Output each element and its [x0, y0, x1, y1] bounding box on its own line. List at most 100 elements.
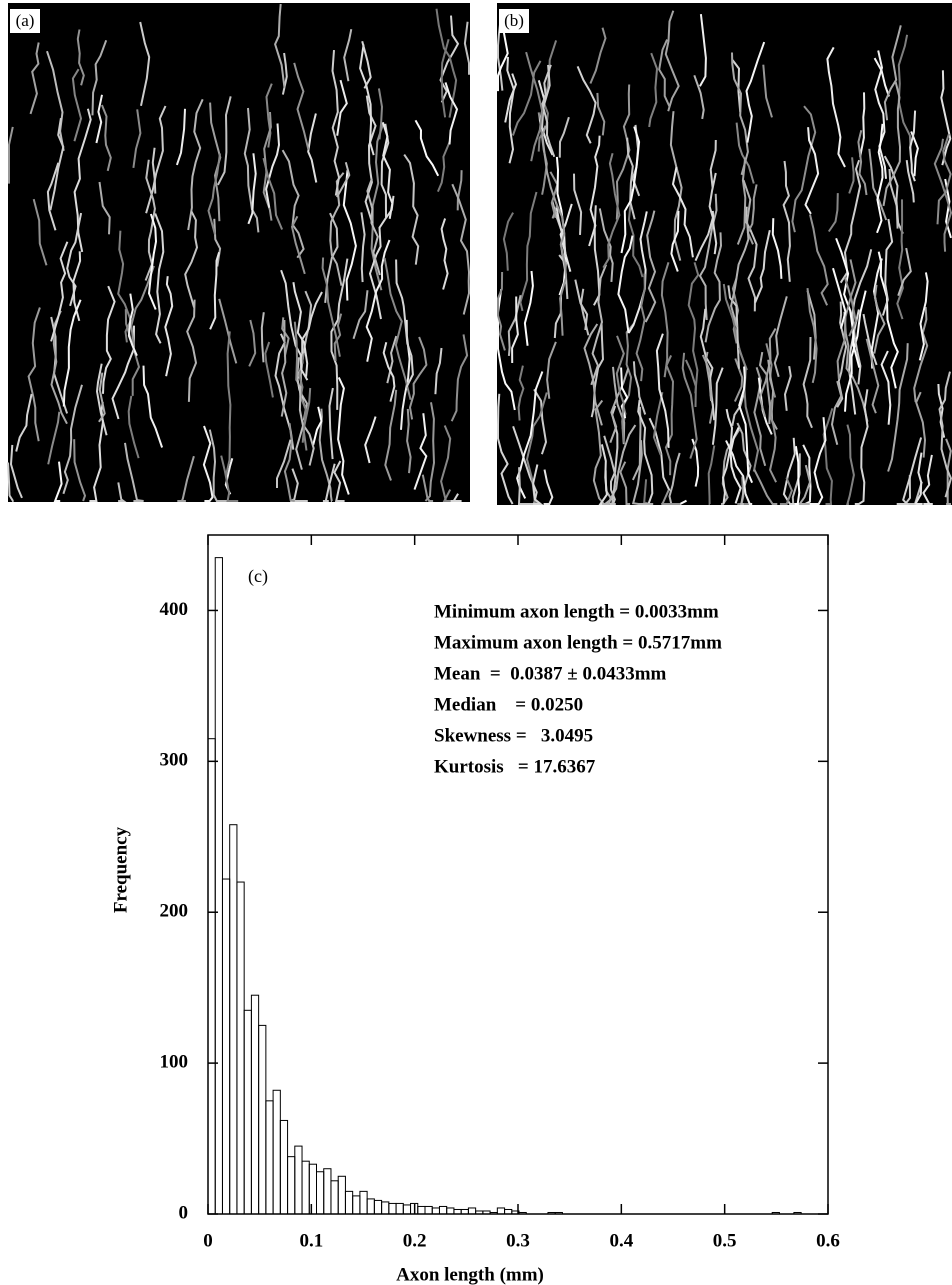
fiber: [127, 395, 140, 459]
fiber: [312, 406, 323, 446]
fiber: [541, 64, 556, 158]
fiber: [913, 306, 929, 403]
fiber: [558, 116, 570, 158]
fiber: [225, 331, 232, 476]
fiber: [609, 368, 630, 443]
fiber: [843, 311, 869, 422]
fiber: [836, 259, 857, 379]
fiber: [321, 257, 341, 357]
fiber: [644, 210, 657, 323]
fiber: [71, 68, 83, 142]
fiber: [670, 210, 680, 272]
bar: [344, 1190, 354, 1215]
fiber: [655, 333, 670, 448]
fiber: [127, 293, 138, 357]
fiber: [175, 108, 186, 166]
fiber: [281, 149, 305, 259]
fiber: [897, 34, 912, 159]
fiber: [589, 27, 607, 84]
fiber: [283, 423, 295, 502]
fiber: [843, 277, 857, 337]
fiber: [541, 64, 551, 130]
fiber: [835, 237, 861, 368]
fiber: [669, 111, 683, 261]
fiber: [940, 70, 952, 166]
bar: [417, 1205, 426, 1215]
stat-line: Maximum axon length = 0.5717mm: [434, 632, 722, 653]
x-tick-label: 0.6: [816, 1230, 840, 1251]
fiber: [574, 279, 589, 331]
fiber: [865, 338, 880, 414]
bar: [207, 738, 216, 1215]
fiber: [896, 437, 923, 505]
fiber: [218, 298, 238, 364]
bar: [308, 1163, 317, 1215]
fiber: [413, 413, 428, 490]
fiber: [936, 133, 952, 225]
bar: [301, 1160, 310, 1215]
fiber: [555, 202, 568, 336]
fiber: [848, 309, 860, 415]
annotation: (c): [248, 566, 268, 587]
fiber: [50, 241, 69, 342]
bar: [265, 1100, 274, 1215]
fiber: [260, 312, 265, 363]
fiber: [758, 351, 772, 425]
fiber: [207, 153, 221, 235]
fiber: [830, 380, 843, 445]
fiber: [664, 354, 675, 476]
fiber: [635, 273, 646, 382]
bar: [395, 1202, 404, 1215]
fiber: [408, 336, 428, 420]
bar: [381, 1201, 390, 1215]
fiber: [151, 147, 157, 194]
fiber: [360, 212, 366, 283]
stat-line: Skewness = 3.0495: [434, 725, 593, 746]
fiber: [573, 173, 583, 235]
fiber: [664, 10, 680, 112]
fiber: [406, 408, 412, 474]
fiber: [32, 198, 48, 266]
fiber: [301, 387, 312, 443]
fiber: [72, 251, 82, 322]
fiber: [342, 170, 357, 301]
fiber: [424, 402, 436, 502]
fiber: [124, 309, 141, 396]
fiber: [76, 29, 85, 86]
image-panel-a: [8, 3, 470, 502]
fiber: [265, 83, 273, 148]
fiber: [333, 460, 345, 502]
fiber: [293, 321, 299, 381]
fiber: [98, 372, 106, 423]
fiber: [687, 262, 700, 394]
fiber: [525, 51, 544, 162]
fiber: [280, 319, 288, 417]
fiber: [47, 411, 61, 465]
fiber: [896, 199, 904, 320]
y-tick-label: 0: [179, 1202, 189, 1223]
fiber: [217, 96, 232, 186]
fiber: [826, 46, 846, 168]
fiber: [590, 322, 605, 418]
fiber: [337, 376, 350, 495]
fiber: [848, 157, 855, 194]
fiber: [603, 435, 617, 505]
fiber: [295, 357, 305, 470]
fiber: [302, 424, 315, 466]
fiber: [588, 135, 601, 247]
fiber: [62, 384, 83, 495]
fiber: [187, 98, 204, 231]
fiber: [602, 152, 621, 269]
fiber: [91, 39, 108, 116]
fiber: [637, 399, 654, 505]
fiber: [336, 79, 348, 136]
fiber: [612, 366, 626, 445]
fiber: [511, 60, 542, 136]
bar: [438, 1205, 448, 1215]
fiber: [154, 213, 165, 344]
fiber: [49, 117, 65, 211]
bar: [388, 1202, 397, 1215]
fiber: [365, 239, 391, 362]
fiber: [807, 417, 827, 505]
fiber: [276, 439, 292, 488]
